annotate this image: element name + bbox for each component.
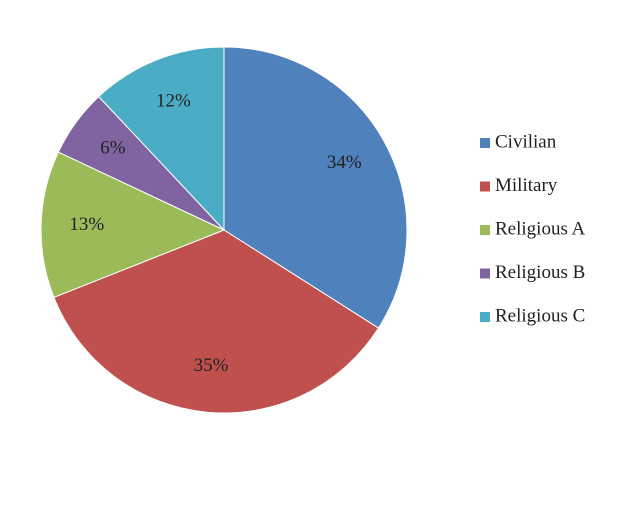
legend-swatch-religious-a: [480, 225, 490, 235]
data-label-religious-c: 12%: [156, 91, 191, 112]
legend-label-religious-c: Religious C: [495, 305, 585, 326]
legend-swatch-military: [480, 181, 490, 192]
legend-label-religious-b: Religious B: [495, 262, 585, 283]
legend-label-religious-a: Religious A: [495, 218, 586, 239]
data-label-military: 35%: [194, 355, 229, 376]
pie-data-labels: 34% 35% 13% 6% 12%: [69, 91, 361, 376]
pie-slice-religious-c: [98, 46, 225, 232]
pie-slice-civilian: [223, 46, 408, 329]
pie-slice-military: [53, 229, 380, 414]
legend-label-military: Military: [495, 175, 558, 196]
legend-swatch-religious-b: [480, 268, 490, 279]
pie-slices: [40, 46, 408, 414]
legend-swatch-civilian: [480, 138, 490, 148]
data-label-religious-b: 6%: [100, 138, 126, 159]
pie-slice-religious-a: [40, 151, 226, 299]
data-label-religious-a: 13%: [69, 214, 104, 235]
legend-swatch-religious-c: [480, 312, 490, 322]
legend-label-civilian: Civilian: [495, 131, 557, 152]
data-label-civilian: 34%: [327, 152, 362, 173]
legend: Civilian Military Religious A Religious B Re…: [480, 131, 586, 326]
